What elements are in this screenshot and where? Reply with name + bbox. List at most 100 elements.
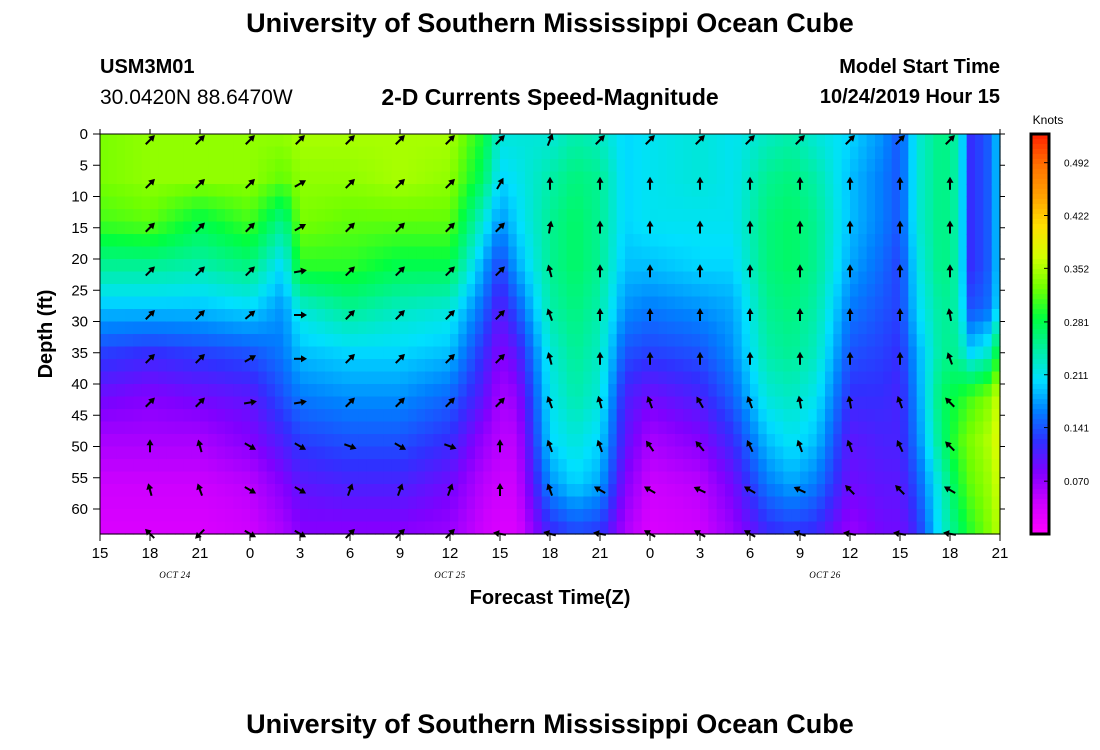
heatmap-cell xyxy=(383,484,393,498)
heatmap-cell xyxy=(483,271,493,285)
heatmap-cell xyxy=(633,246,643,260)
heatmap-cell xyxy=(391,246,401,260)
heatmap-cell xyxy=(283,446,293,460)
heatmap-cell xyxy=(366,309,376,323)
heatmap-cell xyxy=(808,259,818,273)
heatmap-cell xyxy=(275,359,284,373)
heatmap-cell xyxy=(141,421,151,435)
heatmap-cell xyxy=(833,459,843,473)
heatmap-cell xyxy=(375,271,384,285)
heatmap-cell xyxy=(175,496,184,510)
heatmap-cell xyxy=(625,459,634,473)
heatmap-cell xyxy=(691,271,701,285)
heatmap-cell xyxy=(333,309,343,323)
heatmap-cell xyxy=(758,246,768,260)
heatmap-cell xyxy=(358,346,368,360)
heatmap-cell xyxy=(658,246,668,260)
heatmap-cell xyxy=(333,246,343,260)
current-arrow xyxy=(293,267,307,275)
current-arrow xyxy=(896,351,904,365)
heatmap-cell xyxy=(900,346,909,360)
heatmap-cell xyxy=(775,421,784,435)
heatmap-cell xyxy=(841,321,851,335)
heatmap-cell xyxy=(991,246,1001,260)
heatmap-cell xyxy=(716,246,726,260)
heatmap-cell xyxy=(775,309,784,323)
heatmap-cell xyxy=(558,146,568,160)
heatmap-cell xyxy=(800,246,809,260)
heatmap-cell xyxy=(841,309,851,323)
heatmap-cell xyxy=(491,446,501,460)
heatmap-cell xyxy=(650,359,659,373)
heatmap-cell xyxy=(825,521,834,535)
current-arrow xyxy=(645,135,655,145)
heatmap-cell xyxy=(250,309,259,323)
heatmap-cell xyxy=(400,321,409,335)
heatmap-cell xyxy=(775,521,784,535)
heatmap-cell xyxy=(475,471,484,485)
heatmap-cell xyxy=(775,234,784,248)
heatmap-cell xyxy=(925,384,934,398)
heatmap-cell xyxy=(416,346,426,360)
heatmap-cell xyxy=(758,434,768,448)
heatmap-cell xyxy=(225,171,234,185)
heatmap-cell xyxy=(108,334,118,348)
heatmap-cell xyxy=(600,384,609,398)
heatmap-cell xyxy=(858,334,868,348)
heatmap-cell xyxy=(675,146,684,160)
heatmap-cell xyxy=(300,484,309,498)
heatmap-cell xyxy=(883,409,893,423)
heatmap-cell xyxy=(808,234,818,248)
heatmap-cell xyxy=(241,271,251,285)
heatmap-cell xyxy=(291,146,301,160)
heatmap-cell xyxy=(383,396,393,410)
heatmap-cell xyxy=(883,421,893,435)
colorbar-segment xyxy=(1031,354,1049,360)
heatmap-cell xyxy=(925,446,934,460)
heatmap-cell xyxy=(525,146,534,160)
heatmap-cell xyxy=(983,209,993,223)
heatmap-cell xyxy=(433,259,443,273)
heatmap-cell xyxy=(275,384,284,398)
heatmap-cell xyxy=(283,184,293,198)
heatmap-cell xyxy=(875,296,884,310)
current-arrow xyxy=(546,220,554,234)
heatmap-cell xyxy=(441,159,451,173)
heatmap-cell xyxy=(250,159,259,173)
heatmap-cell xyxy=(200,221,209,235)
heatmap-cell xyxy=(325,271,334,285)
heatmap-cell xyxy=(166,471,176,485)
heatmap-cell xyxy=(233,446,243,460)
heatmap-cell xyxy=(916,246,926,260)
heatmap-cell xyxy=(783,434,793,448)
heatmap-cell xyxy=(750,271,759,285)
heatmap-cell xyxy=(741,446,751,460)
heatmap-cell xyxy=(733,209,743,223)
heatmap-cell xyxy=(500,446,509,460)
heatmap-cell xyxy=(791,159,801,173)
heatmap-cell xyxy=(441,446,451,460)
heatmap-cell xyxy=(483,384,493,398)
current-arrow xyxy=(145,135,155,145)
heatmap-cell xyxy=(866,271,876,285)
heatmap-cell xyxy=(458,284,468,298)
heatmap-cell xyxy=(275,496,284,510)
heatmap-cell xyxy=(258,159,268,173)
heatmap-cell xyxy=(208,509,218,523)
heatmap-cell xyxy=(208,334,218,348)
heatmap-cell xyxy=(150,221,159,235)
colorbar-segment xyxy=(1031,379,1049,385)
heatmap-cell xyxy=(950,409,959,423)
heatmap-cell xyxy=(200,296,209,310)
heatmap-cell xyxy=(933,396,943,410)
heatmap-cell xyxy=(225,334,234,348)
heatmap-cell xyxy=(566,421,576,435)
heatmap-cell xyxy=(508,296,518,310)
heatmap-cell xyxy=(350,384,359,398)
heatmap-cell xyxy=(916,459,926,473)
current-arrow xyxy=(743,530,756,538)
heatmap-cell xyxy=(775,159,784,173)
heatmap-cell xyxy=(250,521,259,535)
heatmap-cell xyxy=(675,496,684,510)
heatmap-cell xyxy=(941,509,951,523)
